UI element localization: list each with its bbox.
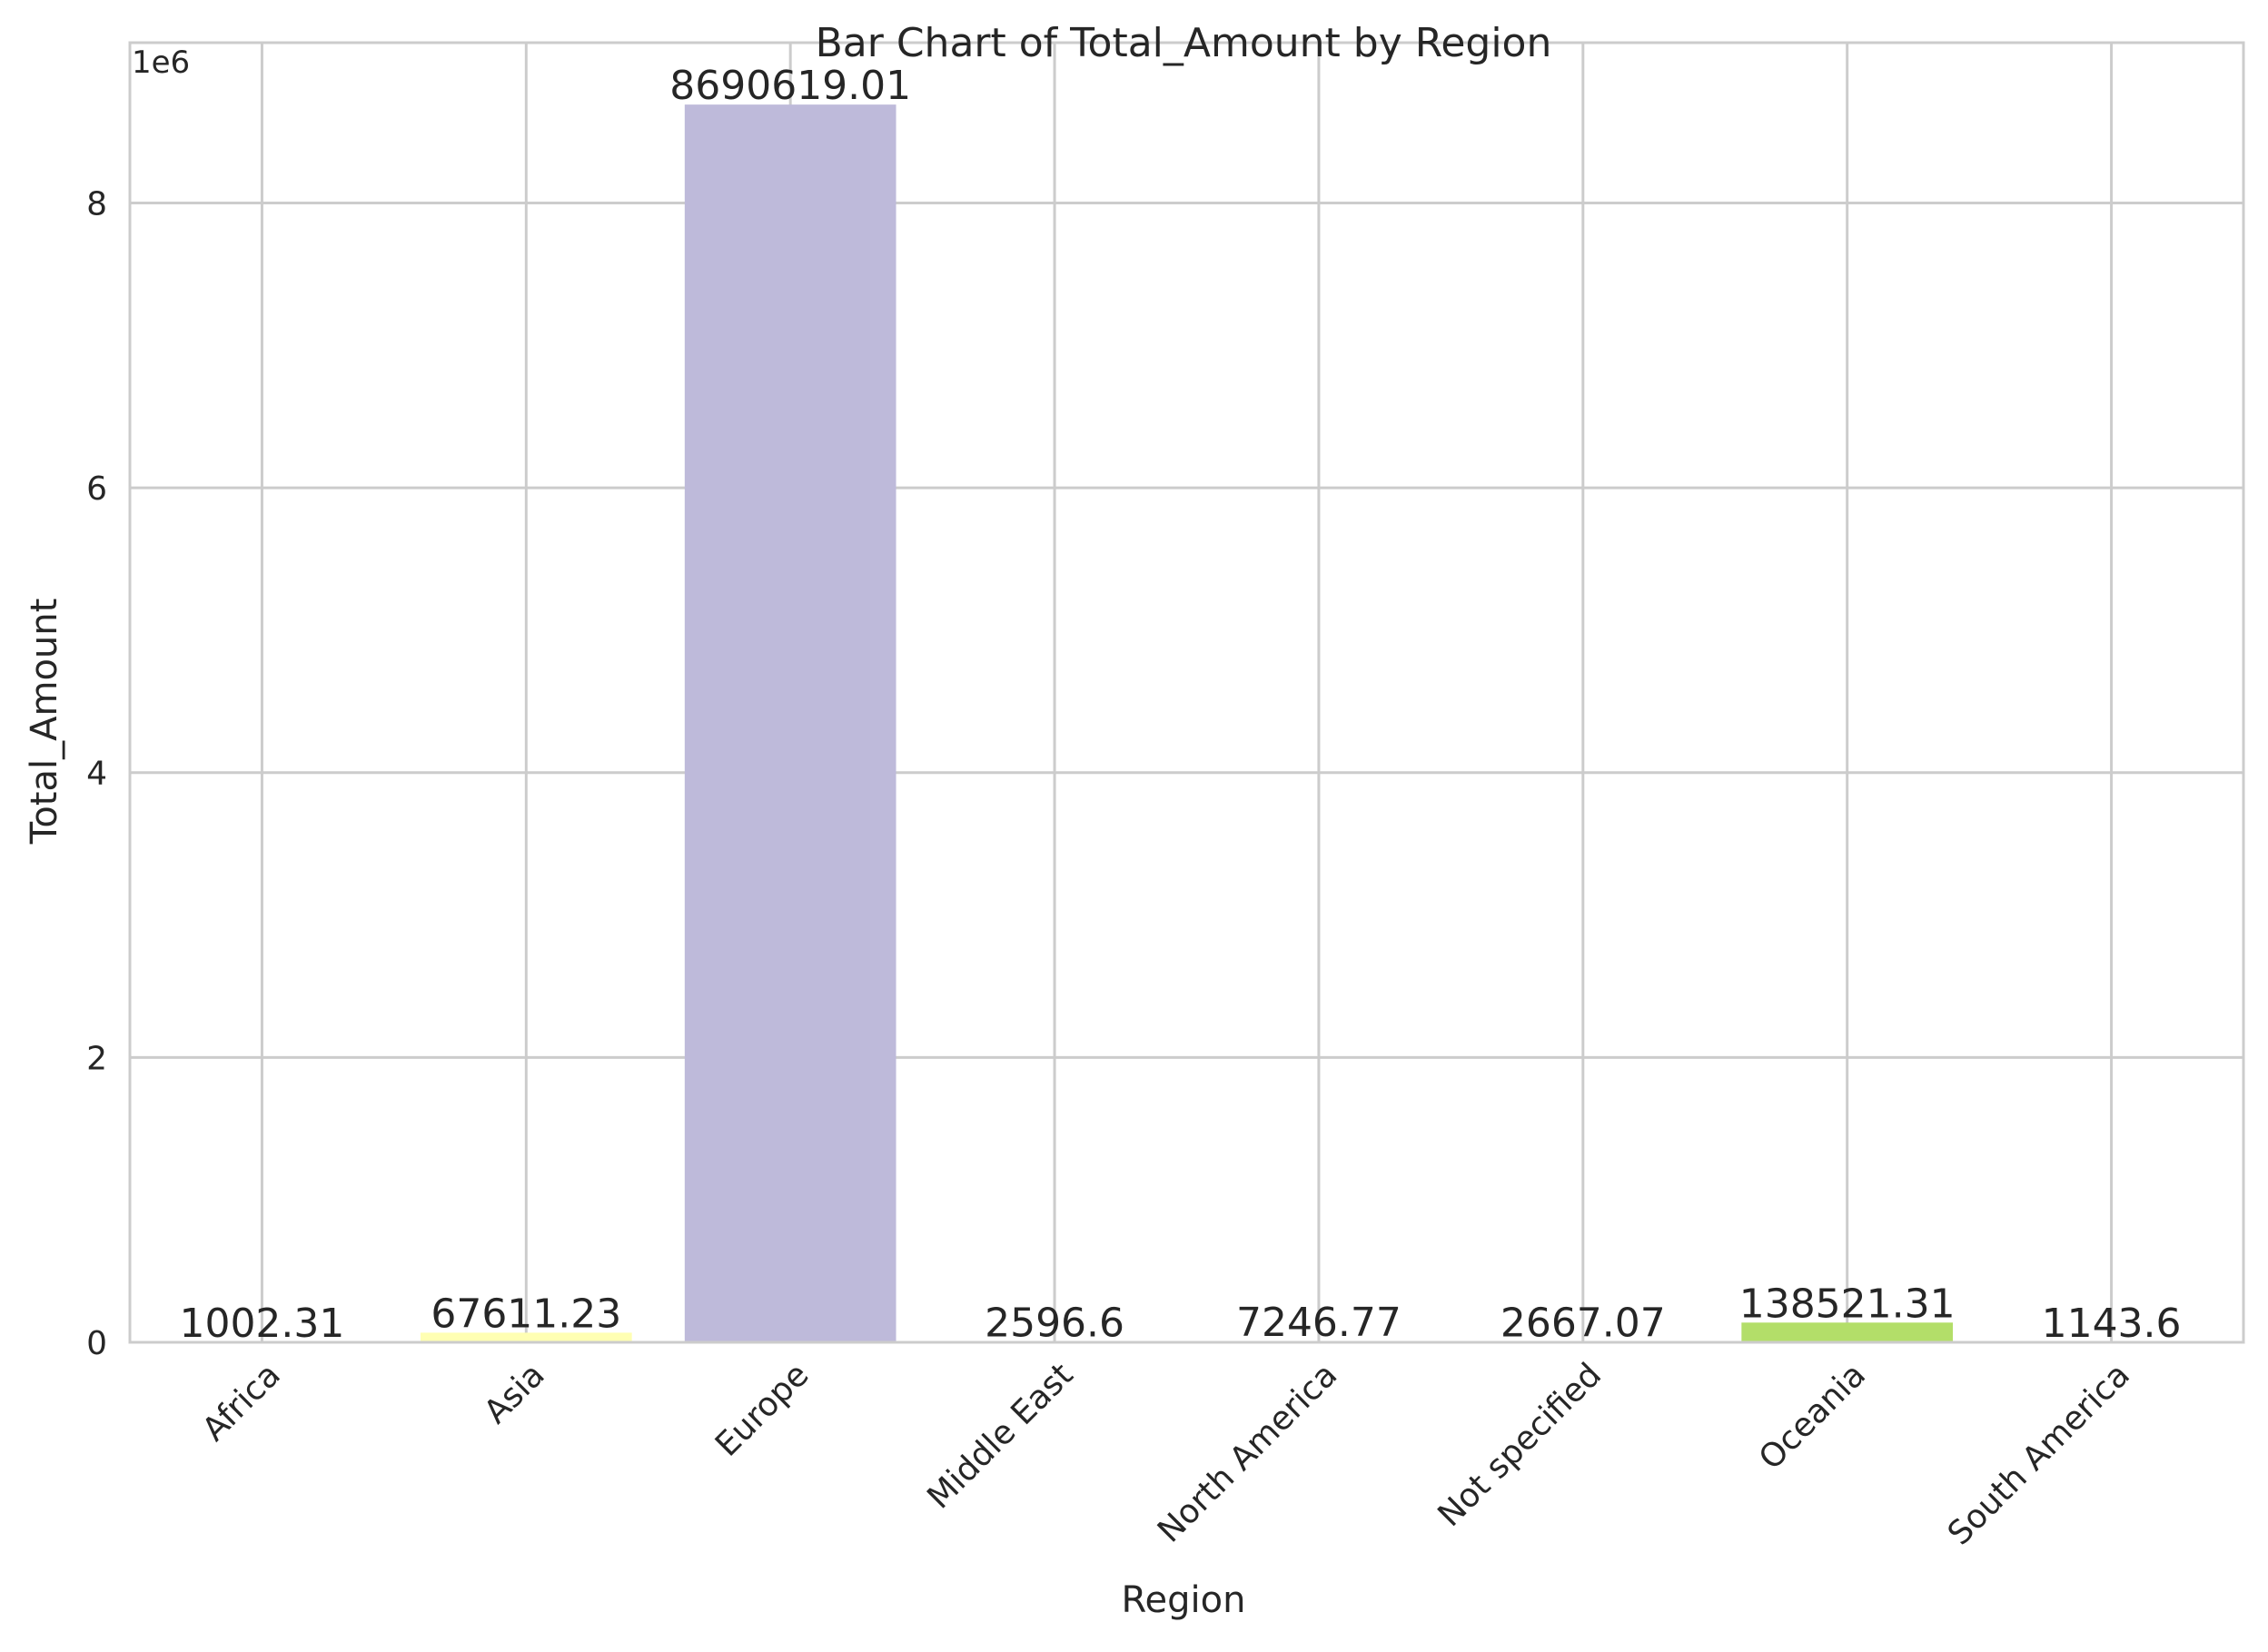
x-tick-label: North America: [1151, 1356, 1344, 1549]
data-label: 7246.77: [1236, 1300, 1401, 1346]
x-tick-label: Europe: [708, 1356, 817, 1464]
x-tick-label: Africa: [195, 1356, 288, 1449]
data-label: 2596.6: [985, 1301, 1124, 1347]
y-tick-label: 2: [86, 1040, 107, 1077]
data-label: 1002.31: [179, 1301, 344, 1347]
y-axis-label: Total_Amount: [24, 598, 65, 846]
y-tick-label: 8: [86, 185, 107, 223]
grid-layer: [130, 43, 2243, 1342]
y-axis-ticks: 0 2 4 6 8: [86, 185, 107, 1362]
data-label: 1143.6: [2042, 1301, 2182, 1347]
bar-europe: [685, 104, 896, 1342]
data-label: 67611.23: [431, 1291, 621, 1337]
chart-title: Bar Chart of Total_Amount by Region: [816, 20, 1552, 66]
data-label: 8690619.01: [669, 63, 911, 109]
data-labels: 1002.31 67611.23 8690619.01 2596.6 7246.77 26…: [179, 63, 2181, 1347]
x-tick-label: Asia: [477, 1356, 551, 1430]
y-tick-label: 0: [86, 1325, 107, 1362]
data-label: 2667.07: [1500, 1301, 1666, 1347]
y-axis-offset-label: 1e6: [132, 45, 190, 81]
data-label: 138521.31: [1739, 1281, 1956, 1327]
plot-frame: [130, 43, 2243, 1342]
x-axis-ticks: Africa Asia Europe Middle East North America…: [195, 1356, 2137, 1552]
x-axis-label: Region: [1122, 1579, 1246, 1621]
x-tick-label: Not specified: [1431, 1356, 1609, 1534]
x-tick-label: South America: [1941, 1356, 2137, 1552]
y-tick-label: 6: [86, 470, 107, 508]
y-tick-label: 4: [86, 756, 107, 793]
x-tick-label: Oceania: [1752, 1356, 1873, 1477]
x-tick-label: Middle East: [920, 1356, 1080, 1516]
bars-layer: [156, 104, 2217, 1342]
